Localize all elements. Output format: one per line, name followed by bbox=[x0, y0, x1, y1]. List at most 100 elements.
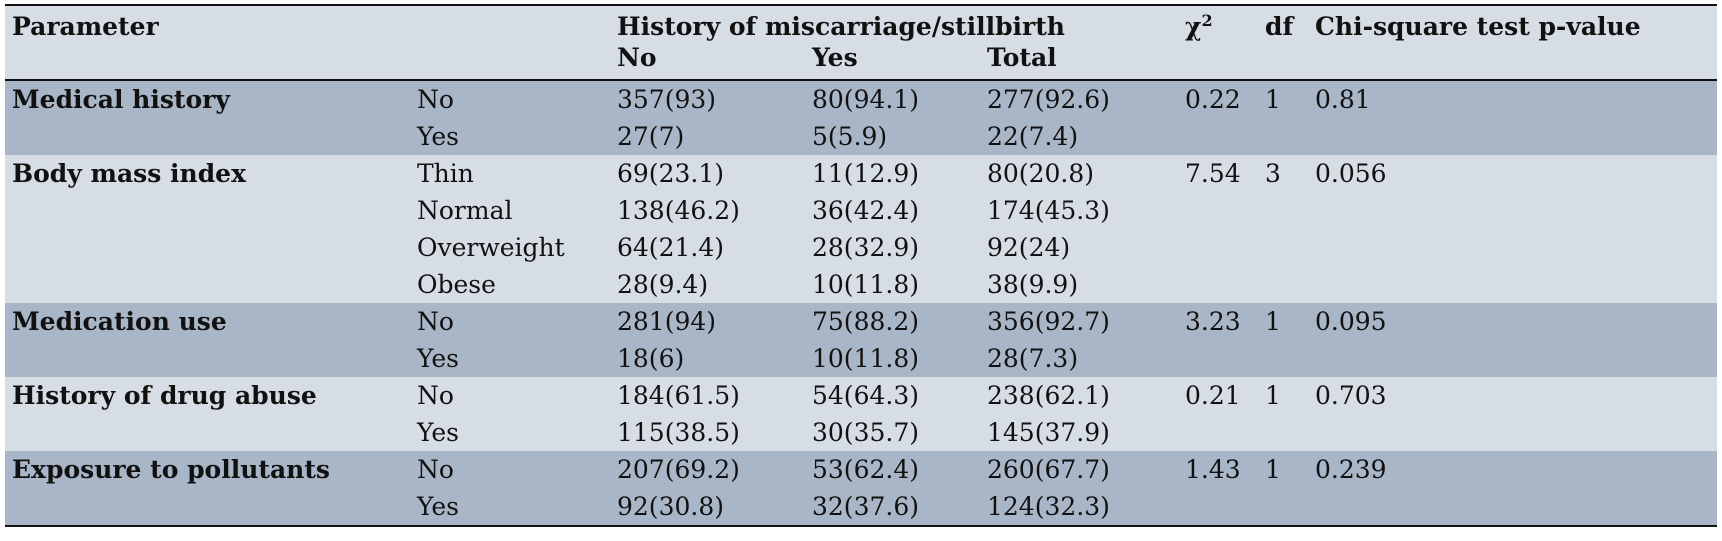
table-row: Overweight 64(21.4) 28(32.9) 92(24) bbox=[5, 229, 1718, 266]
yes-cell: 5(5.9) bbox=[805, 118, 980, 155]
chi-symbol: χ bbox=[1185, 12, 1202, 41]
total-cell: 238(62.1) bbox=[980, 377, 1179, 414]
level-cell: Yes bbox=[410, 414, 610, 451]
header-blank bbox=[1178, 43, 1259, 81]
chi-square-cell bbox=[1178, 192, 1259, 229]
parameter-cell bbox=[5, 229, 410, 266]
results-table: Parameter History of miscarriage/stillbi… bbox=[5, 4, 1718, 527]
level-cell: No bbox=[410, 451, 610, 488]
no-cell: 207(69.2) bbox=[610, 451, 805, 488]
p-value-cell: 0.703 bbox=[1308, 377, 1718, 414]
level-cell: No bbox=[410, 303, 610, 340]
df-cell: 1 bbox=[1258, 451, 1309, 488]
table-row: Medication use No 281(94) 75(88.2) 356(92.7)… bbox=[5, 303, 1718, 340]
table-row: Yes 115(38.5) 30(35.7) 145(37.9) bbox=[5, 414, 1718, 451]
no-cell: 18(6) bbox=[610, 340, 805, 377]
header-row-2: No Yes Total bbox=[5, 43, 1718, 81]
yes-cell: 32(37.6) bbox=[805, 488, 980, 526]
header-blank bbox=[5, 43, 410, 81]
no-cell: 281(94) bbox=[610, 303, 805, 340]
header-no: No bbox=[610, 43, 805, 81]
parameter-cell bbox=[5, 192, 410, 229]
p-value-cell bbox=[1308, 229, 1718, 266]
table-row: Exposure to pollutants No 207(69.2) 53(62.4… bbox=[5, 451, 1718, 488]
total-cell: 80(20.8) bbox=[980, 155, 1179, 192]
parameter-cell: Medical history bbox=[5, 80, 410, 118]
p-value-cell bbox=[1308, 340, 1718, 377]
level-cell: Yes bbox=[410, 488, 610, 526]
yes-cell: 10(11.8) bbox=[805, 266, 980, 303]
level-cell: No bbox=[410, 377, 610, 414]
header-df: df bbox=[1258, 5, 1309, 43]
yes-cell: 30(35.7) bbox=[805, 414, 980, 451]
p-value-cell bbox=[1308, 192, 1718, 229]
header-parameter: Parameter bbox=[5, 5, 410, 43]
parameter-cell: Exposure to pollutants bbox=[5, 451, 410, 488]
df-cell bbox=[1258, 266, 1309, 303]
total-cell: 356(92.7) bbox=[980, 303, 1179, 340]
p-value-cell bbox=[1308, 118, 1718, 155]
df-cell bbox=[1258, 340, 1309, 377]
total-cell: 145(37.9) bbox=[980, 414, 1179, 451]
p-value-cell bbox=[1308, 266, 1718, 303]
parameter-cell: History of drug abuse bbox=[5, 377, 410, 414]
yes-cell: 80(94.1) bbox=[805, 80, 980, 118]
total-cell: 22(7.4) bbox=[980, 118, 1179, 155]
parameter-cell bbox=[5, 414, 410, 451]
chi-square-cell bbox=[1178, 488, 1259, 526]
total-cell: 260(67.7) bbox=[980, 451, 1179, 488]
chi-square-cell: 7.54 bbox=[1178, 155, 1259, 192]
df-cell bbox=[1258, 414, 1309, 451]
level-cell: Thin bbox=[410, 155, 610, 192]
table-row: Yes 18(6) 10(11.8) 28(7.3) bbox=[5, 340, 1718, 377]
level-cell: Normal bbox=[410, 192, 610, 229]
table-row: Body mass index Thin 69(23.1) 11(12.9) 80(20… bbox=[5, 155, 1718, 192]
p-value-cell bbox=[1308, 414, 1718, 451]
level-cell: No bbox=[410, 80, 610, 118]
chi-square-cell: 0.22 bbox=[1178, 80, 1259, 118]
chi-square-cell bbox=[1178, 340, 1259, 377]
parameter-cell bbox=[5, 118, 410, 155]
yes-cell: 28(32.9) bbox=[805, 229, 980, 266]
header-yes: Yes bbox=[805, 43, 980, 81]
no-cell: 69(23.1) bbox=[610, 155, 805, 192]
table-row: Normal 138(46.2) 36(42.4) 174(45.3) bbox=[5, 192, 1718, 229]
no-cell: 27(7) bbox=[610, 118, 805, 155]
p-value-cell: 0.095 bbox=[1308, 303, 1718, 340]
df-cell: 1 bbox=[1258, 80, 1309, 118]
df-cell bbox=[1258, 488, 1309, 526]
yes-cell: 11(12.9) bbox=[805, 155, 980, 192]
chi-superscript: 2 bbox=[1201, 11, 1213, 30]
p-value-cell: 0.239 bbox=[1308, 451, 1718, 488]
total-cell: 124(32.3) bbox=[980, 488, 1179, 526]
yes-cell: 53(62.4) bbox=[805, 451, 980, 488]
table-row: Medical history No 357(93) 80(94.1) 277(92.6… bbox=[5, 80, 1718, 118]
chi-square-cell bbox=[1178, 229, 1259, 266]
no-cell: 28(9.4) bbox=[610, 266, 805, 303]
no-cell: 357(93) bbox=[610, 80, 805, 118]
chi-square-cell: 0.21 bbox=[1178, 377, 1259, 414]
total-cell: 174(45.3) bbox=[980, 192, 1179, 229]
yes-cell: 75(88.2) bbox=[805, 303, 980, 340]
no-cell: 184(61.5) bbox=[610, 377, 805, 414]
table-row: Obese 28(9.4) 10(11.8) 38(9.9) bbox=[5, 266, 1718, 303]
yes-cell: 10(11.8) bbox=[805, 340, 980, 377]
chi-square-cell: 3.23 bbox=[1178, 303, 1259, 340]
table-row: History of drug abuse No 184(61.5) 54(64.3)… bbox=[5, 377, 1718, 414]
no-cell: 92(30.8) bbox=[610, 488, 805, 526]
total-cell: 92(24) bbox=[980, 229, 1179, 266]
header-blank bbox=[410, 43, 610, 81]
total-cell: 277(92.6) bbox=[980, 80, 1179, 118]
chi-square-cell bbox=[1178, 266, 1259, 303]
header-history-group: History of miscarriage/stillbirth bbox=[610, 5, 1179, 43]
df-cell: 1 bbox=[1258, 303, 1309, 340]
table-row: Yes 27(7) 5(5.9) 22(7.4) bbox=[5, 118, 1718, 155]
header-blank bbox=[410, 5, 610, 43]
df-cell bbox=[1258, 192, 1309, 229]
header-row-1: Parameter History of miscarriage/stillbi… bbox=[5, 5, 1718, 43]
chi-square-cell bbox=[1178, 414, 1259, 451]
total-cell: 38(9.9) bbox=[980, 266, 1179, 303]
no-cell: 138(46.2) bbox=[610, 192, 805, 229]
header-blank bbox=[1258, 43, 1309, 81]
